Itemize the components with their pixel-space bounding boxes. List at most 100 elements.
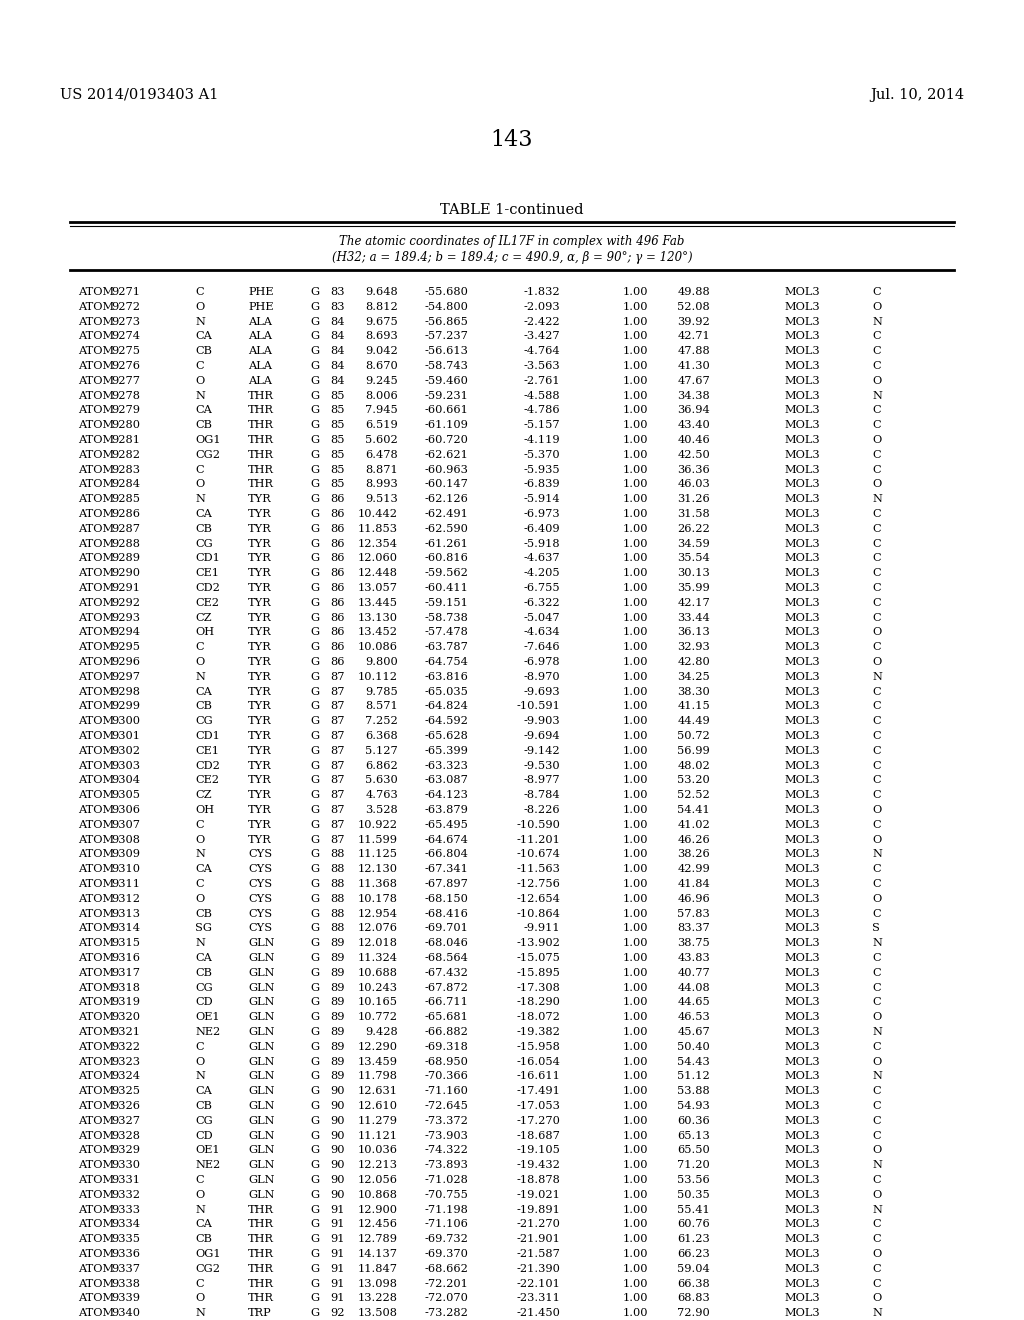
Text: 1.00: 1.00 (623, 879, 648, 888)
Text: THR: THR (248, 1249, 274, 1259)
Text: 1.00: 1.00 (623, 1234, 648, 1245)
Text: MOL3: MOL3 (784, 894, 819, 904)
Text: 1.00: 1.00 (623, 450, 648, 459)
Text: -69.701: -69.701 (424, 924, 468, 933)
Text: 1.00: 1.00 (623, 1012, 648, 1022)
Text: THR: THR (248, 450, 274, 459)
Text: MOL3: MOL3 (784, 1131, 819, 1140)
Text: 47.67: 47.67 (677, 376, 710, 385)
Text: CE2: CE2 (195, 598, 219, 607)
Text: 13.459: 13.459 (358, 1056, 398, 1067)
Text: -66.882: -66.882 (424, 1027, 468, 1038)
Text: MOL3: MOL3 (784, 1249, 819, 1259)
Text: 11.125: 11.125 (358, 849, 398, 859)
Text: CZ: CZ (195, 791, 212, 800)
Text: -56.613: -56.613 (424, 346, 468, 356)
Text: MOL3: MOL3 (784, 953, 819, 964)
Text: G: G (310, 643, 319, 652)
Text: 1.00: 1.00 (623, 791, 648, 800)
Text: 88: 88 (331, 908, 345, 919)
Text: 10.688: 10.688 (358, 968, 398, 978)
Text: MOL3: MOL3 (784, 420, 819, 430)
Text: ATOM: ATOM (78, 1294, 114, 1303)
Text: 9319: 9319 (111, 998, 140, 1007)
Text: 89: 89 (331, 1072, 345, 1081)
Text: ATOM: ATOM (78, 346, 114, 356)
Text: MOL3: MOL3 (784, 717, 819, 726)
Text: ATOM: ATOM (78, 568, 114, 578)
Text: THR: THR (248, 405, 274, 416)
Text: ALA: ALA (248, 331, 272, 342)
Text: C: C (872, 982, 881, 993)
Text: 38.75: 38.75 (677, 939, 710, 948)
Text: 90: 90 (331, 1189, 345, 1200)
Text: 9.428: 9.428 (366, 1027, 398, 1038)
Text: G: G (310, 1072, 319, 1081)
Text: 9314: 9314 (111, 924, 140, 933)
Text: G: G (310, 657, 319, 667)
Text: MOL3: MOL3 (784, 539, 819, 549)
Text: 1.00: 1.00 (623, 849, 648, 859)
Text: 54.43: 54.43 (677, 1056, 710, 1067)
Text: O: O (195, 376, 204, 385)
Text: 9308: 9308 (111, 834, 140, 845)
Text: 9324: 9324 (111, 1072, 140, 1081)
Text: 9301: 9301 (111, 731, 140, 741)
Text: MOL3: MOL3 (784, 865, 819, 874)
Text: ATOM: ATOM (78, 1234, 114, 1245)
Text: MOL3: MOL3 (784, 834, 819, 845)
Text: -56.865: -56.865 (424, 317, 468, 326)
Text: ATOM: ATOM (78, 746, 114, 756)
Text: ATOM: ATOM (78, 686, 114, 697)
Text: 9289: 9289 (111, 553, 140, 564)
Text: N: N (195, 317, 205, 326)
Text: TYR: TYR (248, 524, 271, 533)
Text: 40.46: 40.46 (677, 436, 710, 445)
Text: -3.563: -3.563 (523, 360, 560, 371)
Text: G: G (310, 450, 319, 459)
Text: 12.056: 12.056 (358, 1175, 398, 1185)
Text: THR: THR (248, 1279, 274, 1288)
Text: 38.26: 38.26 (677, 849, 710, 859)
Text: -70.755: -70.755 (424, 1189, 468, 1200)
Text: N: N (872, 939, 882, 948)
Text: GLN: GLN (248, 982, 274, 993)
Text: CA: CA (195, 1220, 212, 1229)
Text: GLN: GLN (248, 1131, 274, 1140)
Text: 10.112: 10.112 (358, 672, 398, 682)
Text: -57.478: -57.478 (424, 627, 468, 638)
Text: ATOM: ATOM (78, 302, 114, 312)
Text: 52.08: 52.08 (677, 302, 710, 312)
Text: -3.427: -3.427 (523, 331, 560, 342)
Text: 4.763: 4.763 (366, 791, 398, 800)
Text: 87: 87 (331, 731, 345, 741)
Text: MOL3: MOL3 (784, 1115, 819, 1126)
Text: N: N (872, 494, 882, 504)
Text: TYR: TYR (248, 583, 271, 593)
Text: 12.448: 12.448 (358, 568, 398, 578)
Text: G: G (310, 1027, 319, 1038)
Text: -19.382: -19.382 (516, 1027, 560, 1038)
Text: 1.00: 1.00 (623, 731, 648, 741)
Text: 9323: 9323 (111, 1056, 140, 1067)
Text: THR: THR (248, 1294, 274, 1303)
Text: MOL3: MOL3 (784, 820, 819, 830)
Text: 86: 86 (331, 627, 345, 638)
Text: 1.00: 1.00 (623, 1294, 648, 1303)
Text: 1.00: 1.00 (623, 968, 648, 978)
Text: 9278: 9278 (111, 391, 140, 400)
Text: G: G (310, 510, 319, 519)
Text: 84: 84 (331, 331, 345, 342)
Text: 9312: 9312 (111, 894, 140, 904)
Text: C: C (195, 286, 204, 297)
Text: 1.00: 1.00 (623, 1189, 648, 1200)
Text: 9298: 9298 (111, 686, 140, 697)
Text: G: G (310, 775, 319, 785)
Text: -65.035: -65.035 (424, 686, 468, 697)
Text: CA: CA (195, 331, 212, 342)
Text: MOL3: MOL3 (784, 1027, 819, 1038)
Text: CG: CG (195, 717, 213, 726)
Text: G: G (310, 1205, 319, 1214)
Text: -12.756: -12.756 (516, 879, 560, 888)
Text: G: G (310, 391, 319, 400)
